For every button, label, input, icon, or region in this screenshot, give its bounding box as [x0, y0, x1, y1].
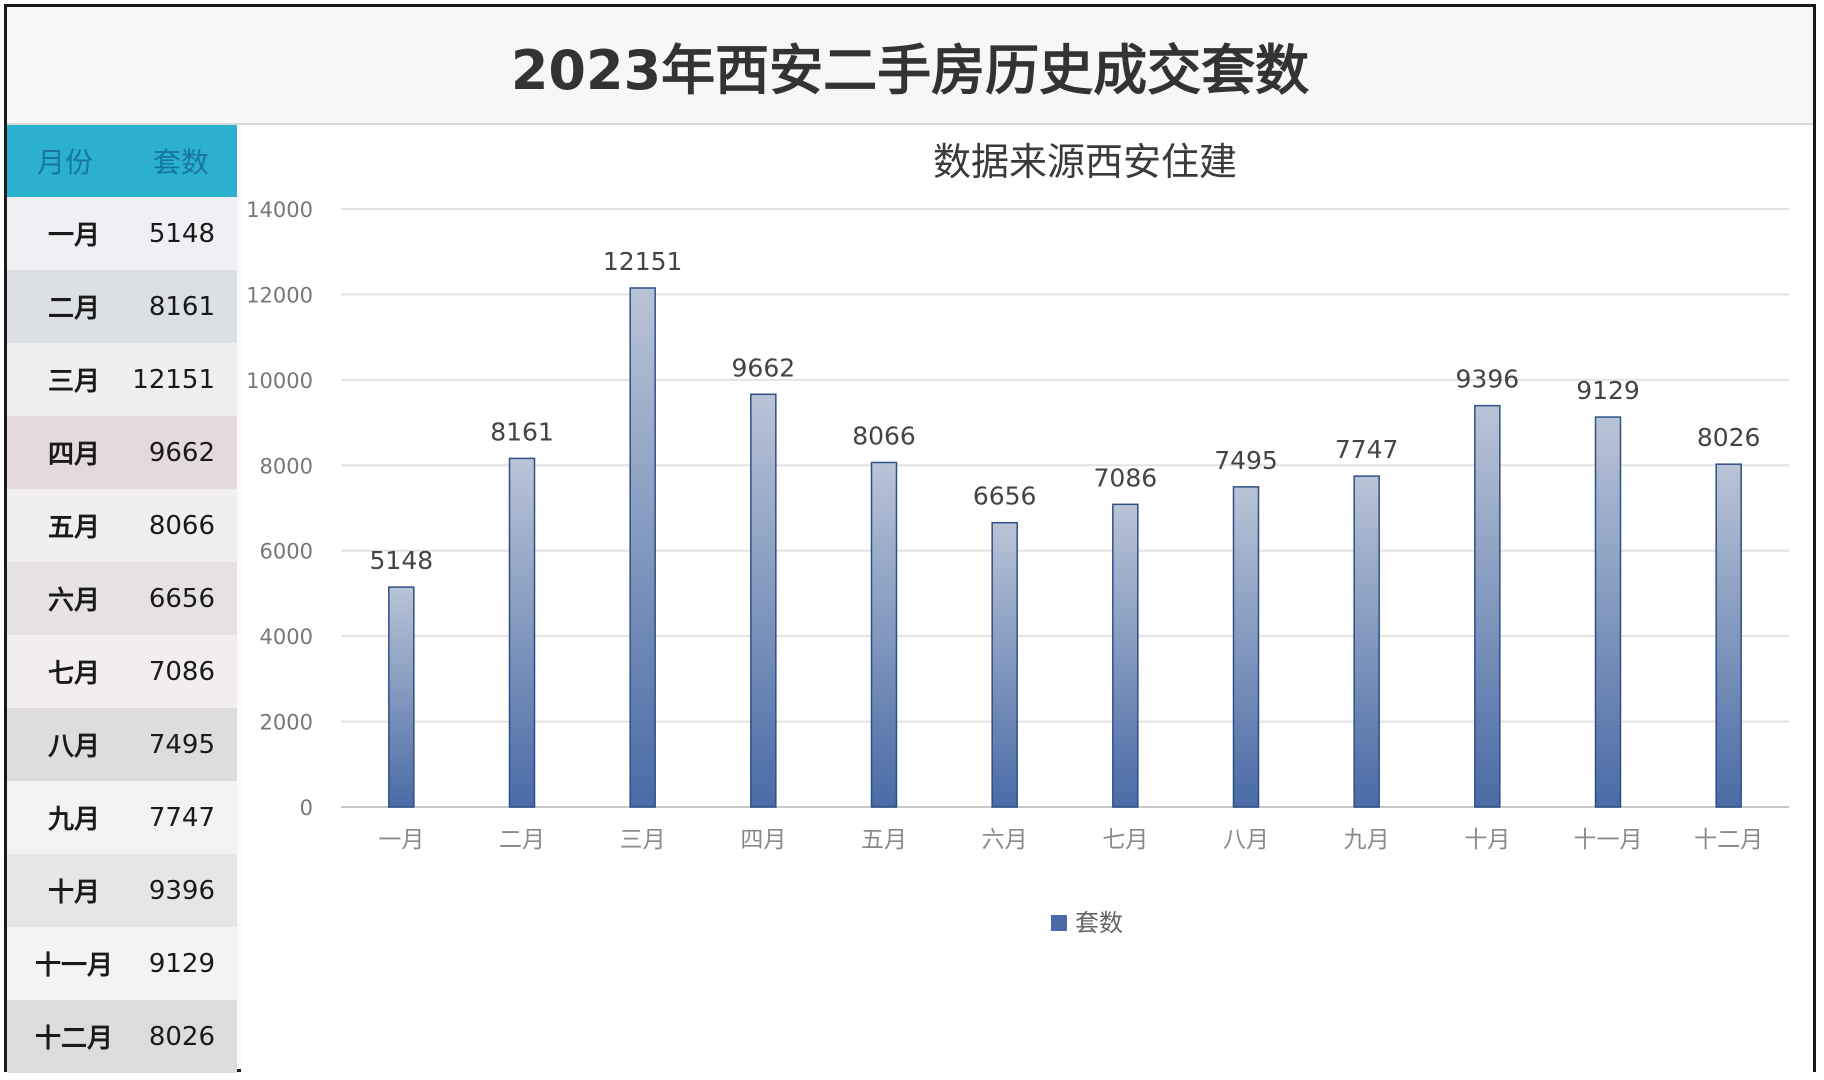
bar	[991, 521, 1018, 808]
table-row: 一月 5148	[7, 197, 237, 270]
table-row: 三月 12151	[7, 343, 237, 416]
row-month: 七月	[47, 659, 100, 689]
row-month: 二月	[47, 294, 100, 324]
bar	[1353, 475, 1380, 808]
row-month: 五月	[47, 513, 100, 543]
table-row: 十一月 9129	[7, 927, 237, 1000]
x-tick-label: 五月	[861, 827, 907, 853]
x-tick-label: 二月	[499, 827, 545, 853]
row-month: 八月	[47, 732, 100, 762]
data-label: 6656	[973, 482, 1037, 511]
row-count: 9129	[148, 948, 215, 979]
table-row: 六月 6656	[7, 562, 237, 635]
x-tick-label: 三月	[620, 827, 666, 853]
x-tick-label: 七月	[1102, 827, 1148, 853]
bar	[750, 393, 777, 808]
bar	[1474, 404, 1501, 808]
bar	[1232, 486, 1260, 808]
row-count: 9396	[148, 875, 215, 906]
x-tick-label: 十一月	[1574, 827, 1643, 853]
bar	[870, 461, 898, 808]
row-month: 十二月	[34, 1024, 113, 1054]
row-month: 四月	[47, 440, 100, 470]
x-tick-label: 九月	[1344, 827, 1390, 853]
data-label: 8161	[490, 417, 554, 446]
table-row: 五月 8066	[7, 489, 237, 562]
y-tick-label: 6000	[260, 540, 313, 564]
data-label: 9129	[1576, 376, 1640, 405]
table-row: 十二月 8026	[7, 1000, 237, 1073]
x-tick-label: 十月	[1464, 827, 1510, 853]
row-count: 8066	[148, 510, 215, 541]
bar	[1594, 416, 1622, 808]
x-tick-label: 四月	[740, 827, 786, 853]
bar	[1715, 463, 1742, 808]
row-count: 8026	[148, 1021, 215, 1052]
y-tick-label: 8000	[260, 454, 313, 478]
figure-frame: 2023年西安二手房历史成交套数 月份 套数 一月 5148 二月 8161 三月 121…	[4, 4, 1816, 1073]
data-label: 8066	[852, 421, 916, 450]
row-month: 九月	[47, 805, 100, 835]
y-tick-label: 0	[300, 796, 313, 820]
data-label: 9396	[1456, 365, 1520, 394]
y-tick-label: 2000	[260, 711, 313, 735]
bar	[508, 457, 536, 808]
chart-svg: 数据来源西安住建 0 2000 4000 6000 8000 10000 12000 14000…	[246, 140, 1789, 937]
x-tick-label: 十二月	[1694, 827, 1763, 853]
x-tick-label: 八月	[1223, 827, 1269, 853]
row-month: 三月	[47, 367, 100, 397]
bar	[388, 586, 415, 808]
x-tick-label: 一月	[378, 827, 424, 853]
row-month: 六月	[47, 586, 100, 616]
table-row: 九月 7747	[7, 781, 237, 854]
row-month: 一月	[47, 221, 100, 251]
table-row: 四月 9662	[7, 416, 237, 489]
bar-chart: 数据来源西安住建 0 2000 4000 6000 8000 10000 12000 14000…	[241, 127, 1813, 1073]
row-count: 5148	[148, 218, 215, 249]
x-tick-label: 六月	[982, 827, 1028, 853]
row-count: 7495	[148, 729, 215, 760]
y-tick-label: 12000	[246, 283, 313, 307]
page-title: 2023年西安二手房历史成交套数	[7, 7, 1813, 125]
data-label: 12151	[603, 247, 683, 276]
row-count: 7747	[148, 802, 215, 833]
row-month: 十一月	[34, 951, 113, 981]
legend-swatch	[1051, 915, 1067, 931]
table-row: 八月 7495	[7, 708, 237, 781]
header-count: 套数	[153, 146, 210, 179]
table-row: 七月 7086	[7, 635, 237, 708]
chart-title: 数据来源西安住建	[933, 140, 1237, 184]
data-label: 5148	[370, 546, 434, 575]
data-table: 月份 套数 一月 5148 二月 8161 三月 12151 四月 9662 五月 8066 六月 6…	[7, 125, 237, 1073]
table-row: 十月 9396	[7, 854, 237, 927]
y-tick-label: 14000	[246, 198, 313, 222]
row-count: 9662	[148, 437, 215, 468]
data-label: 7086	[1094, 463, 1158, 492]
row-month: 十月	[47, 878, 100, 908]
data-label: 8026	[1697, 423, 1761, 452]
legend-label: 套数	[1075, 909, 1123, 937]
bar	[1112, 503, 1139, 808]
bar	[629, 287, 656, 808]
row-count: 12151	[132, 364, 215, 395]
y-tick-label: 10000	[246, 369, 313, 393]
row-count: 6656	[148, 583, 215, 614]
y-tick-label: 4000	[260, 625, 313, 649]
header-month: 月份	[37, 146, 94, 179]
table-row: 二月 8161	[7, 270, 237, 343]
data-label: 7747	[1335, 435, 1399, 464]
data-label: 7495	[1214, 446, 1278, 475]
row-count: 7086	[148, 656, 215, 687]
table-header: 月份 套数	[7, 125, 237, 197]
data-label: 9662	[732, 353, 796, 382]
row-count: 8161	[148, 291, 215, 322]
